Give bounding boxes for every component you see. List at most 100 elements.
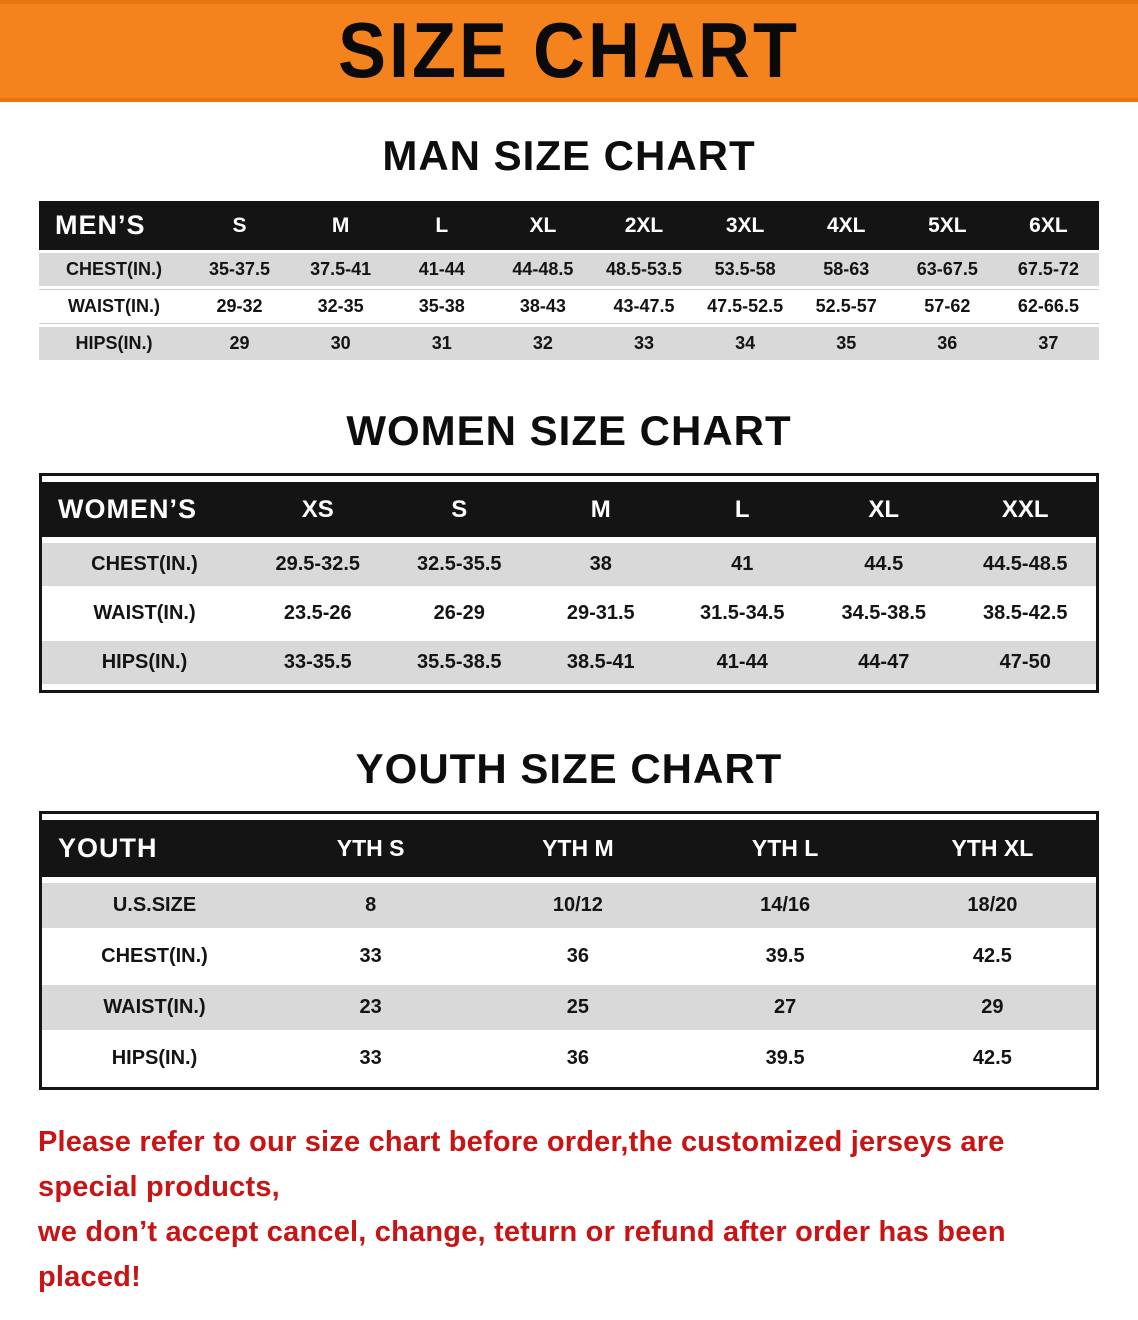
- value-cell: 32: [492, 327, 594, 360]
- value-cell: 38-43: [492, 289, 594, 324]
- value-cell: 57-62: [896, 289, 998, 324]
- value-cell: 53.5-58: [694, 253, 796, 286]
- row-label-cell: CHEST(IN.): [42, 934, 267, 979]
- row-label-cell: U.S.SIZE: [42, 883, 267, 928]
- size-header-cell: YTH XL: [888, 820, 1096, 877]
- value-cell: 37: [997, 327, 1099, 360]
- value-cell: 37.5-41: [290, 253, 392, 286]
- value-cell: 29: [189, 327, 291, 360]
- value-cell: 58-63: [795, 253, 897, 286]
- header-row: YOUTH YTH S YTH M YTH L YTH XL: [42, 820, 1096, 877]
- value-cell: 25: [474, 985, 682, 1030]
- men-size-table: MEN’S S M L XL 2XL 3XL 4XL 5XL 6XL CHEST(IN.) 35-37…: [39, 198, 1099, 363]
- size-header-cell: YTH L: [681, 820, 889, 877]
- value-cell: 34.5-38.5: [813, 592, 955, 635]
- size-header-cell: 3XL: [694, 201, 796, 250]
- women-section-heading: WOMEN SIZE CHART: [346, 407, 792, 454]
- value-cell: 30: [290, 327, 392, 360]
- value-cell: 36: [474, 934, 682, 979]
- notice-line-1: Please refer to our size chart before or…: [38, 1126, 1005, 1203]
- size-header-cell: 5XL: [896, 201, 998, 250]
- women-size-section: WOMEN SIZE CHART WOMEN’S XS S M L XL XXL CHEST(…: [0, 407, 1138, 693]
- value-cell: 38.5-41: [530, 641, 672, 684]
- value-cell: 23.5-26: [247, 592, 389, 635]
- measurement-row: HIPS(IN.) 33-35.5 35.5-38.5 38.5-41 41-44 44-…: [42, 641, 1096, 684]
- men-size-section: MAN SIZE CHART MEN’S S M L XL 2XL 3XL 4XL 5XL 6XL…: [0, 132, 1138, 363]
- value-cell: 41: [671, 543, 813, 586]
- header-row: WOMEN’S XS S M L XL XXL: [42, 482, 1096, 537]
- men-section-heading: MAN SIZE CHART: [382, 132, 756, 179]
- value-cell: 29: [888, 985, 1096, 1030]
- value-cell: 26-29: [388, 592, 530, 635]
- value-cell: 35.5-38.5: [388, 641, 530, 684]
- table-title-cell: MEN’S: [39, 201, 189, 250]
- value-cell: 48.5-53.5: [593, 253, 695, 286]
- value-cell: 35-38: [391, 289, 493, 324]
- size-header-cell: 4XL: [795, 201, 897, 250]
- value-cell: 23: [267, 985, 475, 1030]
- size-header-cell: S: [388, 482, 530, 537]
- value-cell: 36: [896, 327, 998, 360]
- value-cell: 18/20: [888, 883, 1096, 928]
- value-cell: 44.5-48.5: [954, 543, 1096, 586]
- value-cell: 42.5: [888, 1036, 1096, 1081]
- measurement-row: CHEST(IN.) 35-37.5 37.5-41 41-44 44-48.5 48.5…: [39, 253, 1099, 286]
- size-header-cell: YTH S: [267, 820, 475, 877]
- youth-size-table: YOUTH YTH S YTH M YTH L YTH XL U.S.SIZE 8 10/12…: [39, 811, 1099, 1090]
- value-cell: 44-47: [813, 641, 955, 684]
- row-label-cell: HIPS(IN.): [42, 641, 247, 684]
- value-cell: 33: [267, 1036, 475, 1081]
- value-cell: 29.5-32.5: [247, 543, 389, 586]
- value-cell: 67.5-72: [997, 253, 1099, 286]
- table-title-cell: YOUTH: [42, 820, 267, 877]
- value-cell: 47-50: [954, 641, 1096, 684]
- value-cell: 36: [474, 1036, 682, 1081]
- row-label-cell: HIPS(IN.): [39, 327, 189, 360]
- row-label-cell: CHEST(IN.): [42, 543, 247, 586]
- measurement-row: U.S.SIZE 8 10/12 14/16 18/20: [42, 883, 1096, 928]
- size-header-cell: L: [391, 201, 493, 250]
- value-cell: 44-48.5: [492, 253, 594, 286]
- value-cell: 38.5-42.5: [954, 592, 1096, 635]
- value-cell: 44.5: [813, 543, 955, 586]
- value-cell: 38: [530, 543, 672, 586]
- value-cell: 14/16: [681, 883, 889, 928]
- size-chart-banner: SIZE CHART: [0, 0, 1138, 102]
- row-label-cell: WAIST(IN.): [39, 289, 189, 324]
- size-header-cell: XL: [813, 482, 955, 537]
- value-cell: 31: [391, 327, 493, 360]
- size-header-cell: S: [189, 201, 291, 250]
- measurement-row: CHEST(IN.) 29.5-32.5 32.5-35.5 38 41 44.5 44.5…: [42, 543, 1096, 586]
- measurement-row: WAIST(IN.) 23 25 27 29: [42, 985, 1096, 1030]
- youth-section-heading: YOUTH SIZE CHART: [355, 745, 783, 792]
- value-cell: 52.5-57: [795, 289, 897, 324]
- value-cell: 33: [593, 327, 695, 360]
- value-cell: 35-37.5: [189, 253, 291, 286]
- table-title-cell: WOMEN’S: [42, 482, 247, 537]
- value-cell: 32.5-35.5: [388, 543, 530, 586]
- value-cell: 39.5: [681, 1036, 889, 1081]
- size-header-cell: XS: [247, 482, 389, 537]
- measurement-row: WAIST(IN.) 29-32 32-35 35-38 38-43 43-47.5 47.…: [39, 289, 1099, 324]
- value-cell: 29-31.5: [530, 592, 672, 635]
- row-label-cell: CHEST(IN.): [39, 253, 189, 286]
- value-cell: 34: [694, 327, 796, 360]
- value-cell: 29-32: [189, 289, 291, 324]
- size-header-cell: 2XL: [593, 201, 695, 250]
- measurement-row: WAIST(IN.) 23.5-26 26-29 29-31.5 31.5-34.5 34…: [42, 592, 1096, 635]
- youth-size-section: YOUTH SIZE CHART YOUTH YTH S YTH M YTH L YTH…: [0, 745, 1138, 1090]
- value-cell: 47.5-52.5: [694, 289, 796, 324]
- size-header-cell: M: [530, 482, 672, 537]
- size-header-cell: YTH M: [474, 820, 682, 877]
- value-cell: 8: [267, 883, 475, 928]
- size-header-cell: L: [671, 482, 813, 537]
- banner-title: SIZE CHART: [338, 7, 800, 95]
- value-cell: 32-35: [290, 289, 392, 324]
- row-label-cell: HIPS(IN.): [42, 1036, 267, 1081]
- measurement-row: CHEST(IN.) 33 36 39.5 42.5: [42, 934, 1096, 979]
- value-cell: 35: [795, 327, 897, 360]
- value-cell: 10/12: [474, 883, 682, 928]
- value-cell: 43-47.5: [593, 289, 695, 324]
- size-header-cell: XXL: [954, 482, 1096, 537]
